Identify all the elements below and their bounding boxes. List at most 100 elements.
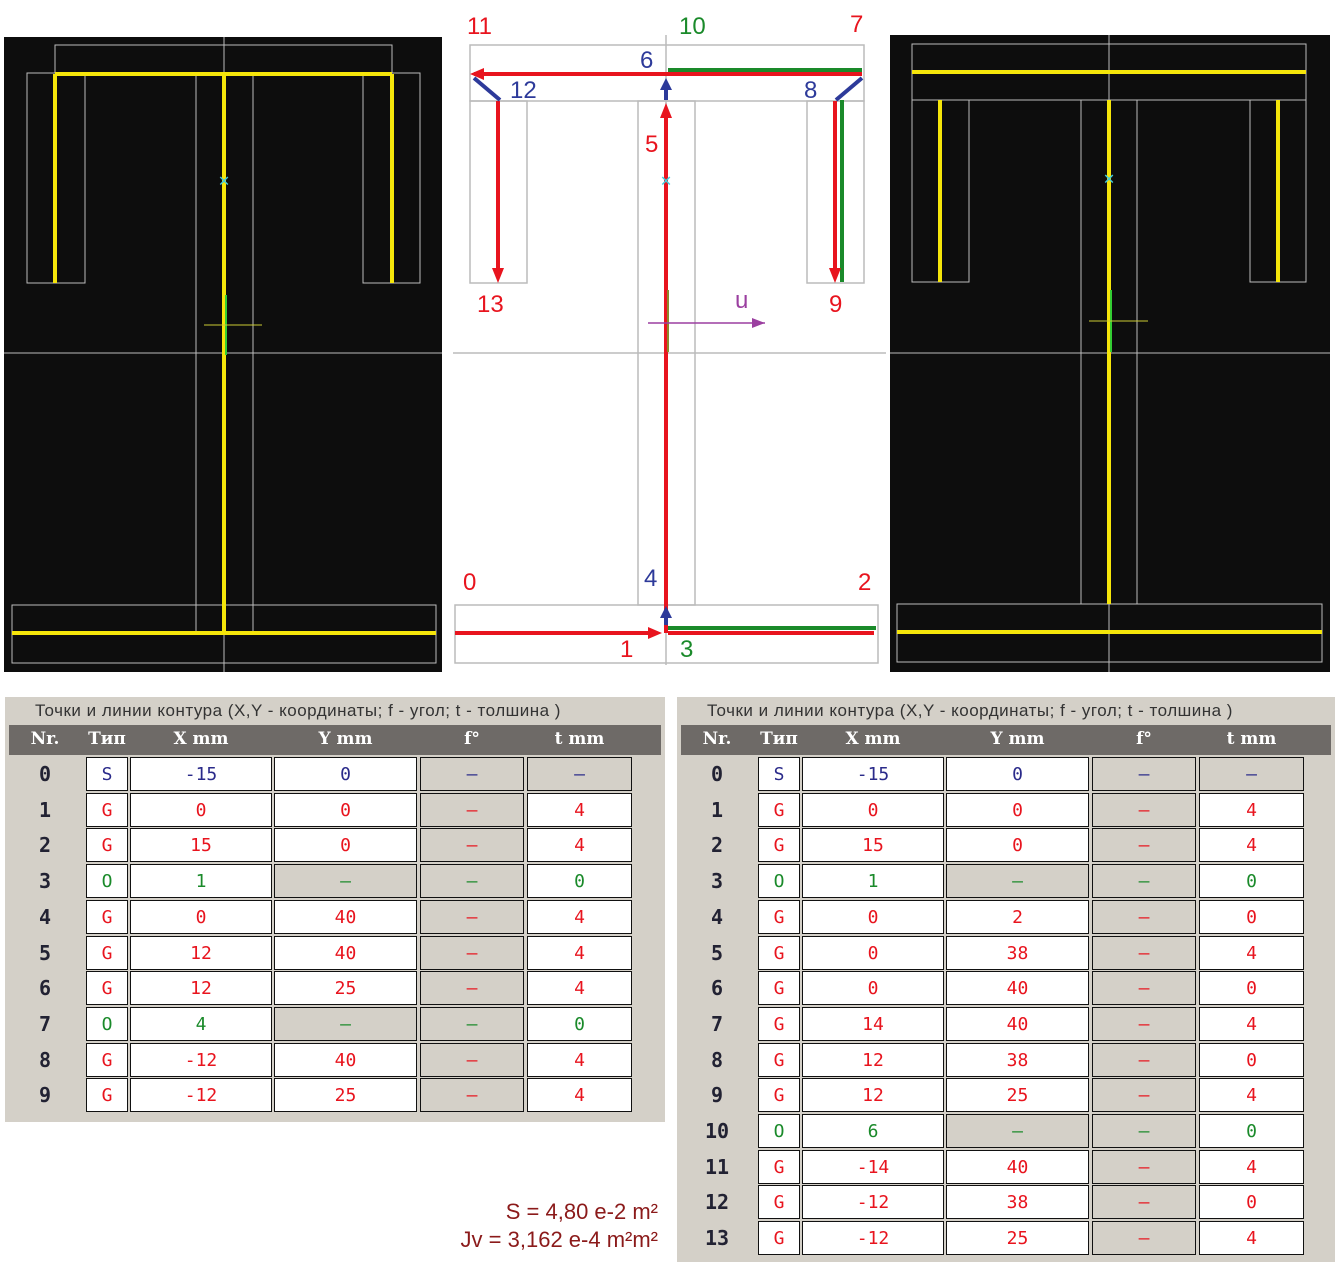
- cell-x[interactable]: -15: [130, 757, 272, 791]
- cell-y[interactable]: 40: [946, 1149, 1089, 1184]
- table-row[interactable]: 6 G 12 25–4: [9, 971, 649, 1006]
- cell-f[interactable]: –: [420, 935, 524, 970]
- table-row[interactable]: 9 G 12 25–4: [681, 1078, 1321, 1113]
- cell-t[interactable]: 0: [1199, 1114, 1304, 1148]
- cell-x[interactable]: 15: [130, 828, 272, 863]
- table-row[interactable]: 10 O 6– –0: [681, 1114, 1321, 1149]
- cell-x[interactable]: -12: [130, 1078, 272, 1113]
- cell-type[interactable]: G: [758, 792, 800, 827]
- cell-y[interactable]: 25: [946, 1078, 1089, 1113]
- cell-x[interactable]: 4: [130, 1006, 272, 1041]
- table-row[interactable]: 2 G 15 0–4: [9, 828, 649, 863]
- table-row[interactable]: 8 G -12 40–4: [9, 1042, 649, 1078]
- cell-f[interactable]: –: [1092, 899, 1196, 934]
- table-row[interactable]: 0 S -15 0– –: [681, 757, 1321, 792]
- table-row[interactable]: 12 G -12 38–0: [681, 1185, 1321, 1220]
- cell-t[interactable]: 4: [527, 1078, 632, 1113]
- cell-x[interactable]: 0: [802, 792, 944, 827]
- cell-t[interactable]: 0: [527, 1006, 632, 1041]
- cell-x[interactable]: -12: [802, 1185, 944, 1220]
- cell-type[interactable]: G: [86, 828, 128, 863]
- cell-type[interactable]: G: [86, 899, 128, 934]
- cell-t[interactable]: 4: [1199, 828, 1304, 863]
- cell-f[interactable]: –: [1092, 864, 1196, 899]
- cell-type[interactable]: O: [758, 1114, 800, 1148]
- cell-f[interactable]: –: [420, 971, 524, 1006]
- cell-type[interactable]: G: [86, 1078, 128, 1113]
- cell-x[interactable]: 0: [130, 899, 272, 934]
- cell-f[interactable]: –: [1092, 1185, 1196, 1220]
- cell-t[interactable]: 4: [527, 828, 632, 863]
- table-row[interactable]: 2 G 15 0–4: [681, 828, 1321, 863]
- cell-f[interactable]: –: [1092, 792, 1196, 827]
- cell-y[interactable]: 38: [946, 935, 1089, 970]
- cell-t[interactable]: 0: [1199, 971, 1304, 1006]
- cell-f[interactable]: –: [1092, 1114, 1196, 1148]
- table-row[interactable]: 5 G 0 38–4: [681, 935, 1321, 971]
- cell-x[interactable]: 12: [802, 1042, 944, 1077]
- cell-type[interactable]: S: [758, 757, 800, 791]
- cell-y[interactable]: 40: [946, 971, 1089, 1006]
- cell-x[interactable]: 15: [802, 828, 944, 863]
- cell-y[interactable]: 0: [946, 792, 1089, 827]
- cell-y[interactable]: 0: [274, 828, 417, 863]
- cell-type[interactable]: G: [758, 1078, 800, 1113]
- cell-x[interactable]: -12: [802, 1221, 944, 1256]
- cell-x[interactable]: 14: [802, 1006, 944, 1041]
- cell-f[interactable]: –: [1092, 1078, 1196, 1113]
- cell-type[interactable]: G: [758, 1149, 800, 1184]
- cell-f[interactable]: –: [420, 864, 524, 899]
- cell-y[interactable]: 25: [274, 971, 417, 1006]
- table-row[interactable]: 3 O 1– –0: [9, 864, 649, 899]
- table-row[interactable]: 1 G 0 0–4: [9, 792, 649, 828]
- table-row[interactable]: 4 G 0 40–4: [9, 899, 649, 935]
- cell-f[interactable]: –: [420, 757, 524, 791]
- cell-f[interactable]: –: [1092, 828, 1196, 863]
- table-row[interactable]: 6 G 0 40–0: [681, 971, 1321, 1006]
- cell-y[interactable]: 40: [946, 1006, 1089, 1041]
- cell-y[interactable]: 0: [946, 828, 1089, 863]
- cell-x[interactable]: 1: [802, 864, 944, 899]
- cell-t[interactable]: –: [527, 757, 632, 791]
- cell-type[interactable]: G: [758, 1185, 800, 1220]
- cell-f[interactable]: –: [420, 1078, 524, 1113]
- cell-type[interactable]: G: [758, 1221, 800, 1256]
- cell-t[interactable]: 0: [1199, 1185, 1304, 1220]
- cell-y[interactable]: –: [946, 864, 1089, 899]
- table-row[interactable]: 1 G 0 0–4: [681, 792, 1321, 828]
- cell-f[interactable]: –: [1092, 1149, 1196, 1184]
- cell-f[interactable]: –: [1092, 935, 1196, 970]
- cell-t[interactable]: 4: [527, 971, 632, 1006]
- cell-y[interactable]: 0: [274, 757, 417, 791]
- cell-t[interactable]: 4: [1199, 1149, 1304, 1184]
- cell-t[interactable]: 4: [1199, 792, 1304, 827]
- cell-type[interactable]: G: [758, 971, 800, 1006]
- cell-y[interactable]: 40: [274, 899, 417, 934]
- cell-y[interactable]: 40: [274, 1042, 417, 1077]
- cell-f[interactable]: –: [420, 792, 524, 827]
- cell-f[interactable]: –: [1092, 1221, 1196, 1256]
- cell-type[interactable]: S: [86, 757, 128, 791]
- cell-type[interactable]: G: [86, 935, 128, 970]
- cell-x[interactable]: 0: [802, 899, 944, 934]
- cell-type[interactable]: G: [758, 899, 800, 934]
- table-row[interactable]: 7 O 4– –0: [9, 1006, 649, 1042]
- cell-type[interactable]: O: [86, 864, 128, 899]
- cell-f[interactable]: –: [1092, 1042, 1196, 1077]
- cell-f[interactable]: –: [420, 828, 524, 863]
- cell-t[interactable]: 4: [1199, 1006, 1304, 1041]
- cell-y[interactable]: 38: [946, 1185, 1089, 1220]
- cell-y[interactable]: –: [946, 1114, 1089, 1148]
- cell-x[interactable]: -15: [802, 757, 944, 791]
- table-row[interactable]: 4 G 0 2–0: [681, 899, 1321, 935]
- cell-y[interactable]: 0: [946, 757, 1089, 791]
- cell-x[interactable]: 0: [130, 792, 272, 827]
- cell-f[interactable]: –: [420, 1042, 524, 1077]
- cell-y[interactable]: 25: [274, 1078, 417, 1113]
- cell-type[interactable]: G: [758, 1042, 800, 1077]
- cell-type[interactable]: G: [86, 971, 128, 1006]
- cell-type[interactable]: O: [86, 1006, 128, 1041]
- cell-type[interactable]: G: [758, 828, 800, 863]
- cell-f[interactable]: –: [420, 899, 524, 934]
- cell-t[interactable]: 0: [1199, 1042, 1304, 1077]
